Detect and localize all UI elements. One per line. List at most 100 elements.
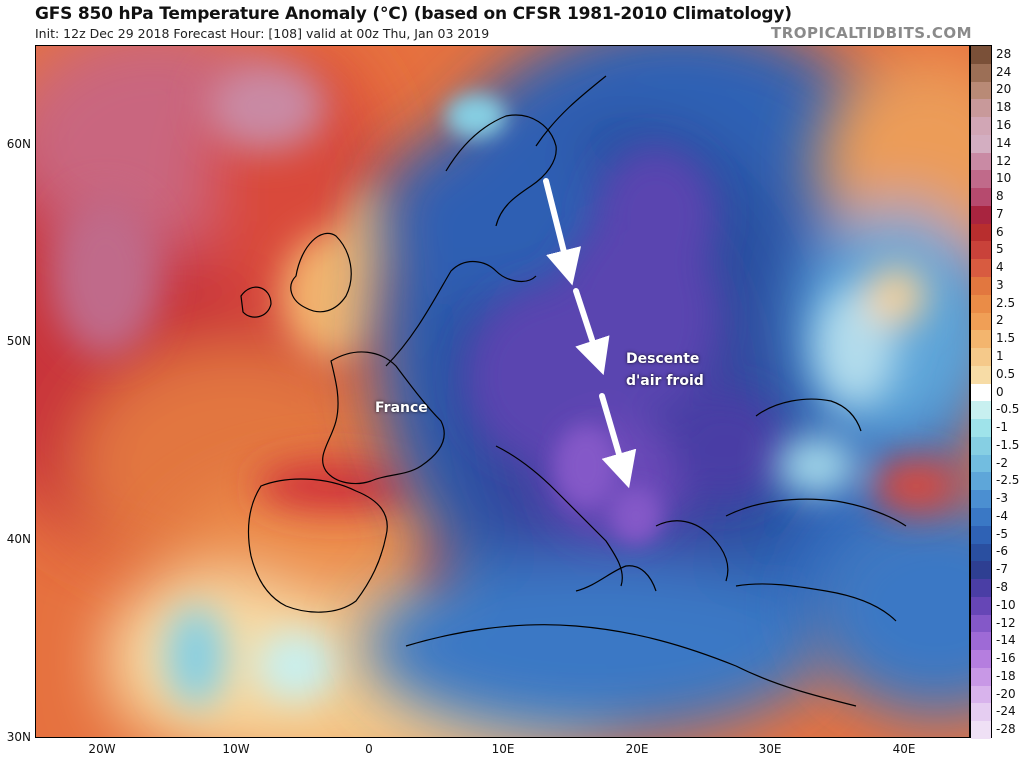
colorbar-segment (971, 277, 991, 296)
anomaly-map (35, 45, 970, 738)
colorbar-label: 18 (996, 100, 1012, 115)
colorbar-segment (971, 579, 991, 598)
colorbar-segment (971, 543, 991, 562)
colorbar-segment (971, 117, 991, 136)
colorbar-segment (971, 99, 991, 118)
colorbar-label: -7 (996, 562, 1008, 577)
colorbar-segment (971, 632, 991, 651)
colorbar-label: 6 (996, 224, 1004, 239)
colorbar-segment (971, 259, 991, 278)
colorbar-label: -5 (996, 526, 1008, 541)
map-title: GFS 850 hPa Temperature Anomaly (°C) (ba… (35, 4, 792, 24)
lat-label-40n: 40N (6, 532, 31, 546)
colorbar-segment (971, 223, 991, 242)
colorbar-segment (971, 294, 991, 314)
colorbar-label: 12 (996, 153, 1012, 168)
lat-label-30n: 30N (6, 730, 31, 744)
colorbar-segment (971, 312, 991, 331)
colorbar-label: 3 (996, 277, 1004, 292)
colorbar-segment (971, 508, 991, 527)
colorbar-label: -10 (996, 597, 1016, 612)
colorbar-segment (971, 472, 991, 491)
colorbar-label: -14 (996, 633, 1016, 648)
label-descent-line1: Descente (626, 351, 700, 367)
colorbar-label: -4 (996, 508, 1008, 523)
colorbar-segment (971, 596, 991, 616)
colorbar-segment (971, 46, 991, 65)
colorbar-segment (971, 365, 991, 385)
colorbar-label: 8 (996, 189, 1004, 204)
lon-label-30e: 30E (758, 742, 782, 756)
colorbar-label: 5 (996, 242, 1004, 257)
colorbar-segment (971, 419, 991, 438)
colorbar-label: -0.5 (996, 402, 1020, 417)
colorbar-segment (971, 667, 991, 687)
colorbar-segment (971, 152, 991, 171)
colorbar-segment (971, 401, 991, 420)
lon-label-40e: 40E (892, 742, 916, 756)
colorbar-segment (971, 650, 991, 669)
colorbar-label: 14 (996, 135, 1012, 150)
colorbar-label: 0 (996, 384, 1004, 399)
colorbar-segment (971, 614, 991, 633)
colorbar-label: 2.5 (996, 295, 1016, 310)
brand-watermark: TROPICALTIDBITS.COM (771, 24, 972, 42)
colorbar-segment (971, 721, 991, 740)
lon-label-10e: 10E (491, 742, 515, 756)
arrow-south (599, 393, 637, 489)
colorbar-segment (971, 205, 991, 225)
label-france: France (375, 400, 428, 416)
colorbar-label: -16 (996, 651, 1016, 666)
colorbar-segment (971, 703, 991, 722)
colorbar-label: -18 (996, 668, 1016, 683)
colorbar-label: 24 (996, 64, 1012, 79)
colorbar-segment (971, 561, 991, 580)
colorbar-label: 16 (996, 117, 1012, 132)
colorbar-label: 10 (996, 171, 1012, 186)
colorbar-segment (971, 383, 991, 402)
cold-air-arrows (543, 178, 637, 489)
colorbar-segment (971, 436, 991, 456)
label-descent-line2: d'air froid (626, 373, 704, 389)
colorbar-segment (971, 525, 991, 545)
colorbar-label: -1.5 (996, 437, 1020, 452)
colorbar-label: -2.5 (996, 473, 1020, 488)
colorbar-segment (971, 454, 991, 473)
colorbar-label: -6 (996, 544, 1008, 559)
lat-label-50n: 50N (6, 334, 31, 348)
colorbar-segment (971, 81, 991, 100)
colorbar (970, 45, 992, 740)
colorbar-label: 28 (996, 46, 1012, 61)
lon-label-0: 0 (365, 742, 373, 756)
colorbar-label: 0.5 (996, 366, 1016, 381)
colorbar-label: -2 (996, 455, 1008, 470)
lon-label-20w: 20W (88, 742, 116, 756)
colorbar-label: -3 (996, 491, 1008, 506)
colorbar-label: 4 (996, 260, 1004, 275)
colorbar-label: 20 (996, 82, 1012, 97)
colorbar-segment (971, 685, 991, 704)
coastlines (240, 75, 907, 707)
colorbar-segment (971, 241, 991, 260)
colorbar-segment (971, 170, 991, 189)
colorbar-label: -28 (996, 722, 1016, 737)
anomaly-field (36, 46, 969, 737)
map-subtitle: Init: 12z Dec 29 2018 Forecast Hour: [10… (35, 26, 490, 41)
colorbar-segment (971, 330, 991, 349)
colorbar-label: -1 (996, 420, 1008, 435)
colorbar-segment (971, 188, 991, 207)
colorbar-segment (971, 134, 991, 154)
arrow-middle (573, 288, 610, 376)
colorbar-segment (971, 490, 991, 509)
colorbar-label: -20 (996, 686, 1016, 701)
arrow-north (543, 178, 582, 286)
colorbar-segment (971, 348, 991, 367)
colorbar-label: 7 (996, 206, 1004, 221)
colorbar-segment (971, 63, 991, 83)
colorbar-label: -24 (996, 704, 1016, 719)
lat-label-60n: 60N (6, 137, 31, 151)
colorbar-label: -12 (996, 615, 1016, 630)
lon-label-20e: 20E (625, 742, 649, 756)
colorbar-label: 1.5 (996, 331, 1016, 346)
lon-label-10w: 10W (222, 742, 250, 756)
